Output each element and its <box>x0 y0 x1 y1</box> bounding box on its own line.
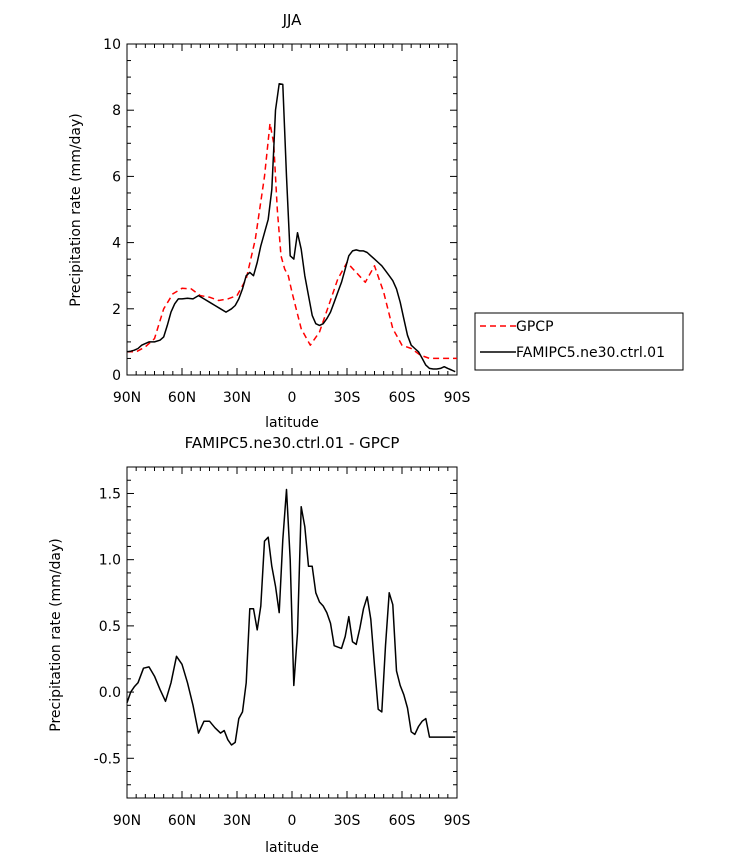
x-tick-label: 90N <box>113 813 141 829</box>
panel-top-jja: JJA 90N 60N 30N 0 30S 60S 90S 0 2 4 6 8 10 latitude… <box>68 11 684 431</box>
panel-bottom-difference: FAMIPC5.ne30.ctrl.01 - GPCP 90N 60N 30N 0 30… <box>48 434 470 856</box>
x-tick-label: 0 <box>288 390 297 406</box>
x-tick-label: 60N <box>168 813 196 829</box>
x-tick-label: 30S <box>334 813 361 829</box>
x-tick-label: 30S <box>334 390 361 406</box>
x-tick-label: 30N <box>223 813 251 829</box>
x-tick-label: 60N <box>168 390 196 406</box>
y-tick-label: 10 <box>103 37 121 53</box>
y-tick-label: 1.5 <box>99 486 121 502</box>
top-plot-frame <box>126 43 458 376</box>
x-tick-label: 90S <box>444 813 471 829</box>
difference-series-line <box>126 488 456 746</box>
x-tick-label: 30N <box>223 390 251 406</box>
bottom-y-axis-label: Precipitation rate (mm/day) <box>48 538 64 732</box>
gpcp-series-line <box>127 122 457 360</box>
y-tick-label: 0 <box>112 368 121 384</box>
legend-model-label: FAMIPC5.ne30.ctrl.01 <box>516 345 665 361</box>
x-tick-label: 90N <box>113 390 141 406</box>
y-tick-label: 8 <box>112 103 121 119</box>
y-tick-label: 0.0 <box>99 685 121 701</box>
top-series-lines <box>126 82 457 373</box>
top-x-ticks: 90N 60N 30N 0 30S 60S 90S <box>113 44 471 406</box>
top-y-ticks: 0 2 4 6 8 10 <box>103 37 457 384</box>
legend-gpcp-label: GPCP <box>516 319 554 335</box>
bottom-y-ticks: -0.5 0.0 0.5 1.0 1.5 <box>94 466 457 799</box>
bottom-x-ticks: 90N 60N 30N 0 30S 60S 90S <box>113 467 471 829</box>
x-tick-label: 90S <box>444 390 471 406</box>
bottom-x-axis-label: latitude <box>265 840 319 856</box>
y-tick-label: 1.0 <box>99 553 121 569</box>
x-tick-label: 60S <box>389 390 416 406</box>
y-tick-label: 0.5 <box>99 619 121 635</box>
y-tick-label: 6 <box>112 169 121 185</box>
legend-box <box>474 312 684 371</box>
x-tick-label: 60S <box>389 813 416 829</box>
y-tick-label: 4 <box>112 236 121 252</box>
bottom-series-lines <box>126 488 456 746</box>
y-tick-label: -0.5 <box>94 751 121 767</box>
famipc5-ne30-ctrl-01-series-line <box>126 82 456 373</box>
y-tick-label: 2 <box>112 302 121 318</box>
x-tick-label: 0 <box>288 813 297 829</box>
top-y-axis-label: Precipitation rate (mm/day) <box>68 113 84 307</box>
top-chart-title: JJA <box>282 11 303 29</box>
bottom-chart-title: FAMIPC5.ne30.ctrl.01 - GPCP <box>185 434 400 452</box>
top-legend: GPCP FAMIPC5.ne30.ctrl.01 <box>474 312 684 371</box>
top-x-axis-label: latitude <box>265 415 319 431</box>
